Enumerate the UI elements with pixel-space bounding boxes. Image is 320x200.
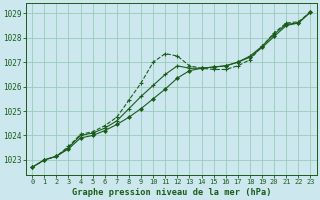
X-axis label: Graphe pression niveau de la mer (hPa): Graphe pression niveau de la mer (hPa) bbox=[72, 188, 271, 197]
